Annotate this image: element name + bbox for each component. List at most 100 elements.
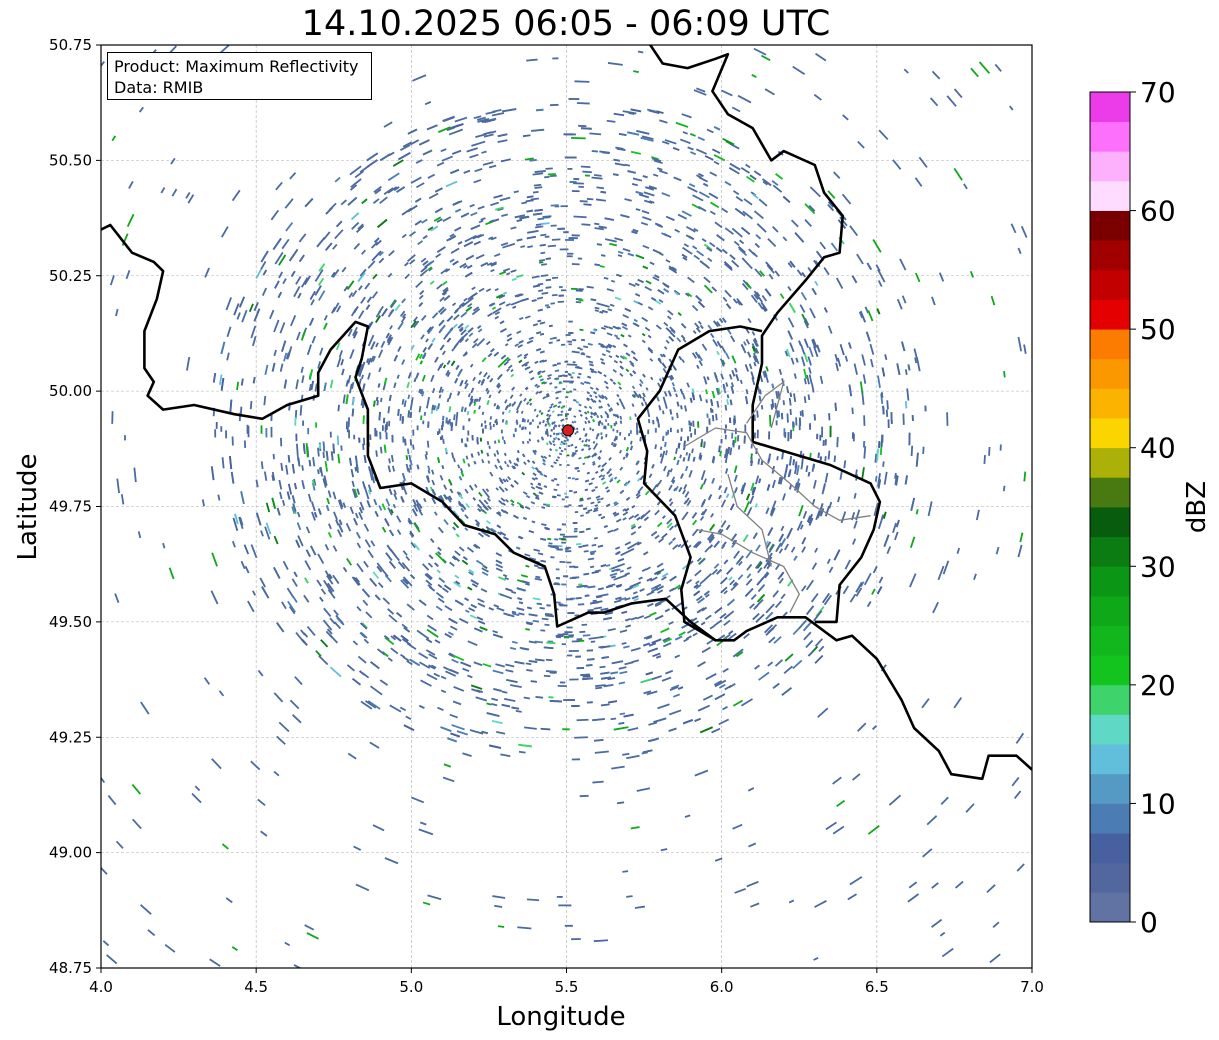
echo-cell	[369, 434, 372, 441]
echo-cell	[740, 166, 750, 174]
echo-cell	[880, 392, 884, 398]
echo-cell	[557, 227, 565, 230]
echo-cell	[304, 577, 309, 584]
echo-cell	[489, 744, 502, 749]
echo-cell	[350, 178, 362, 188]
echo-cell	[369, 685, 383, 696]
echo-cell	[521, 580, 530, 585]
echo-cell	[884, 354, 888, 361]
echo-cell	[555, 601, 561, 604]
echo-cell	[780, 538, 787, 547]
echo-cell	[694, 351, 701, 359]
echo-cell	[370, 241, 379, 249]
echo-cell	[786, 386, 790, 394]
echo-cell	[597, 500, 601, 504]
echo-cell	[555, 391, 559, 394]
echo-cell	[630, 362, 635, 368]
echo-cell	[667, 429, 670, 435]
echo-cell	[359, 268, 367, 277]
echo-cell	[823, 307, 828, 313]
echo-cell	[671, 382, 675, 387]
echo-cell	[391, 434, 394, 443]
echo-cell	[883, 471, 888, 485]
echo-cell	[953, 697, 963, 709]
echo-cell	[301, 480, 305, 488]
echo-cell	[505, 478, 509, 483]
echo-cell	[367, 260, 376, 269]
echo-cell	[370, 355, 375, 363]
echo-cell	[542, 503, 547, 506]
echo-cell	[372, 355, 376, 362]
echo-cell	[808, 367, 812, 374]
echo-cell	[350, 469, 355, 478]
echo-cell	[734, 367, 738, 373]
echo-cell	[462, 351, 468, 357]
echo-cell	[733, 415, 736, 424]
echo-cell	[651, 675, 662, 681]
echo-cell	[747, 351, 752, 358]
echo-cell	[612, 443, 616, 448]
echo-cell	[545, 167, 553, 170]
echo-cell	[462, 425, 465, 431]
echo-cell	[653, 159, 663, 165]
echo-cell	[524, 366, 529, 371]
echo-cell	[359, 632, 366, 639]
echo-cell	[796, 465, 800, 476]
colorbar-segment	[1090, 329, 1130, 360]
echo-cell	[728, 167, 740, 175]
echo-cell	[636, 516, 641, 521]
echo-cell	[829, 425, 832, 438]
echo-cell	[750, 453, 753, 460]
echo-cell	[635, 190, 644, 195]
echo-cell	[443, 484, 448, 490]
echo-cell	[527, 229, 539, 234]
echo-cell	[578, 456, 582, 460]
echo-cell	[379, 446, 383, 454]
echo-cell	[383, 444, 387, 453]
echo-cell	[337, 404, 340, 412]
echo-cell	[439, 308, 447, 315]
y-tick-label: 49.50	[49, 613, 92, 631]
echo-cell	[668, 267, 678, 274]
echo-cell	[221, 457, 225, 469]
echo-cell	[552, 437, 556, 441]
echo-cell	[678, 486, 683, 493]
echo-cell	[385, 432, 388, 440]
echo-cell	[405, 715, 412, 720]
echo-cell	[700, 439, 704, 443]
echo-cell	[746, 175, 755, 183]
echo-cell	[663, 638, 672, 644]
echo-cell	[615, 518, 622, 523]
echo-cell	[693, 541, 700, 548]
echo-cell	[446, 496, 452, 503]
echo-cell	[558, 401, 562, 404]
echo-cell	[327, 582, 335, 593]
echo-cell	[388, 458, 391, 464]
echo-cell	[545, 257, 552, 260]
echo-cell	[724, 424, 727, 429]
echo-cell	[564, 496, 569, 499]
echo-cell	[393, 186, 400, 191]
echo-cell	[637, 486, 644, 494]
echo-cell	[639, 475, 644, 481]
echo-cell	[631, 183, 638, 187]
echo-cell	[735, 195, 744, 202]
echo-cell	[345, 522, 352, 532]
echo-cell	[657, 357, 662, 362]
echo-cell	[409, 139, 420, 146]
echo-cell	[460, 507, 465, 513]
echo-cell	[570, 287, 578, 290]
echo-cell	[168, 567, 175, 580]
echo-cell	[539, 350, 545, 354]
echo-cell	[400, 634, 409, 642]
echo-cell	[848, 384, 853, 397]
echo-cell	[724, 429, 727, 434]
echo-cell	[1017, 247, 1022, 255]
echo-cell	[353, 434, 356, 440]
echo-cell	[481, 357, 487, 363]
echo-cell	[876, 308, 881, 315]
echo-cell	[733, 474, 738, 482]
echo-cell	[547, 374, 552, 377]
echo-cell	[530, 482, 534, 486]
echo-cell	[674, 291, 679, 296]
